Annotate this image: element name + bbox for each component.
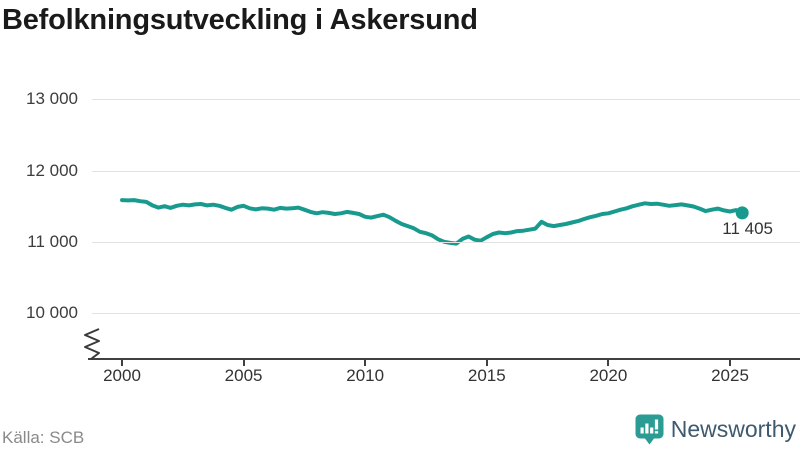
- y-gridline: [92, 99, 800, 101]
- x-axis-tick-label: 2005: [224, 366, 263, 385]
- y-axis-tick-label: 11 000: [27, 231, 78, 251]
- brand-name: Newsworthy: [670, 416, 796, 442]
- y-gridline: [92, 313, 800, 315]
- x-axis-tick: [121, 358, 123, 366]
- y-axis-tick-label: 12 000: [26, 160, 78, 180]
- y-axis-tick-label: 13 000: [26, 89, 78, 109]
- x-axis-line: [88, 358, 800, 360]
- x-axis-tick-label: 2025: [711, 366, 749, 385]
- newsworthy-logo-icon: [635, 414, 664, 445]
- population-line: [120, 198, 745, 246]
- x-axis-tick: [607, 358, 610, 366]
- y-gridline: [92, 241, 800, 243]
- last-point-marker: [735, 206, 749, 220]
- x-axis-tick-label: 2020: [589, 366, 628, 385]
- last-value-label: 11 405: [722, 219, 773, 238]
- axis-break-icon: [84, 328, 100, 360]
- source-label: Källa: SCB: [2, 428, 85, 447]
- x-axis-tick-label: 2015: [467, 366, 506, 385]
- x-axis-tick: [729, 358, 731, 366]
- brand-logo: Newsworthy: [635, 414, 796, 445]
- x-axis-tick-label: 2010: [346, 366, 385, 385]
- y-axis-tick-label: 10 000: [26, 303, 78, 323]
- y-gridline: [92, 170, 800, 172]
- x-axis-tick: [242, 358, 245, 366]
- x-axis-tick-label: 2000: [103, 366, 141, 385]
- chart-title: Befolkningsutveckling i Askersund: [2, 4, 478, 36]
- x-axis-tick: [364, 358, 367, 366]
- x-axis-tick: [485, 358, 488, 366]
